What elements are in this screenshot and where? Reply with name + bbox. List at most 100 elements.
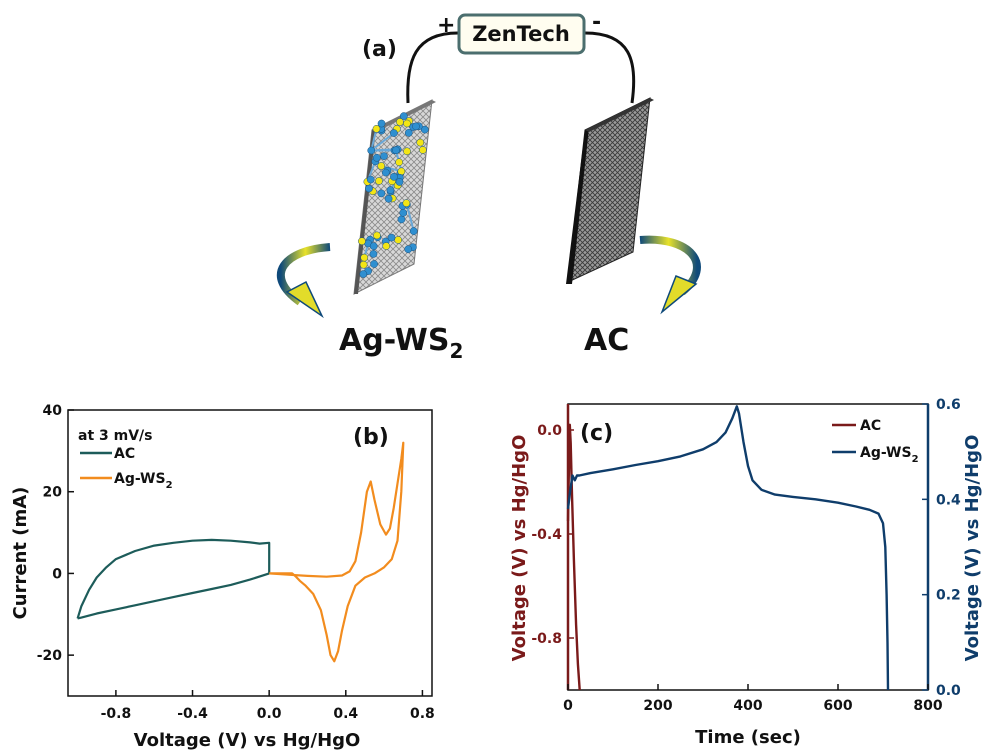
crystal-atom [359,260,368,269]
crystal-atom [384,194,393,203]
crystal-atom [397,215,406,224]
crystal-bond [405,204,415,232]
legend-c-ac-label: AC [860,418,881,434]
right-arrow-head [660,275,698,315]
negative-wire [584,31,636,104]
crystal-atom [390,172,398,181]
minus-sign: - [592,10,601,35]
panel-c-right-y-tick-label: 0.2 [936,588,961,604]
crystal-atom [402,199,411,207]
crystal-atom [404,129,413,137]
panel-c-ticks: 0 200 400 600 800 -0.8 -0.4 0.0 0.0 0.2 0.4 0.6 [531,397,961,714]
crystal-atom [395,158,403,167]
panel-a-schematic: (a) ZenTech + - Ag-WS2 AC [276,10,701,363]
panel-b-y-tick-label: -20 [37,648,63,664]
panel-b-y-tick-label: 20 [43,485,63,501]
panel-b-label: (b) [353,425,389,450]
plus-sign: + [437,13,455,38]
crystal-atom [403,119,411,128]
crystal-atom [359,270,368,278]
legend-agws2-label: Ag-WS2 [114,471,173,491]
panel-c-left-y-tick-label: 0.0 [537,423,562,439]
crystal-atom [380,152,388,160]
crystal-atom [412,122,420,131]
crystal-atom [377,189,386,198]
ac-electrode [566,97,654,284]
panel-c-right-y-axis-title: Voltage (V) vs Hg/HgO [962,435,983,662]
crystal-atom [416,138,425,147]
crystal-atom [372,153,381,162]
panel-b-series [76,441,405,663]
zentech-source-label: ZenTech [472,22,570,46]
crystal-atom [395,178,404,186]
ag-ws2-electrode [353,99,436,295]
legend-c-agws2-label: Ag-WS2 [860,445,919,465]
panel-b-x-tick-label: 0.8 [410,706,435,722]
panel-c-label: (c) [580,421,613,446]
crystal-atom [404,245,413,254]
panel-b-plot-frame [67,409,433,697]
zentech-source-box [457,13,586,55]
legend-ac-label: AC [114,446,135,462]
crystal-atom [403,147,411,156]
panel-b-x-tick-label: 0.4 [333,706,358,722]
panel-c-x-tick-label: 0 [563,698,573,714]
crystal-atom [360,253,369,262]
crystal-atom [394,236,402,244]
crystal-atom [396,118,404,126]
crystal-atom [386,186,395,194]
crystal-atom [397,167,406,176]
panel-b-annotation: at 3 mV/s [78,428,153,444]
panel-c-x-tick-label: 200 [643,698,672,714]
crystal-atom [420,125,429,134]
panel-c-left-y-tick-label: -0.8 [531,631,562,647]
panel-c-left-y-tick-label: -0.4 [531,527,562,543]
positive-wire [406,31,459,104]
panel-b-ticks: -0.8 -0.4 0.0 0.4 0.8 -20 0 20 40 [37,403,435,722]
crystal-atom [366,175,375,184]
crystal-atom [377,119,386,128]
panel-c-series-ac [566,423,581,691]
panel-c-right-y-tick-label: 0.6 [936,397,961,413]
panel-c-series [566,405,890,691]
crystal-atom [367,146,376,155]
crystal-atom [382,242,391,250]
panel-b-y-axis-title: Current (mA) [10,487,31,620]
panel-b-x-tick-label: -0.8 [101,706,132,722]
panel-b-y-tick-label: 0 [52,566,62,582]
panel-b-x-tick-label: 0.0 [257,706,282,722]
crystal-atom [375,177,383,185]
panel-c-x-tick-label: 400 [733,698,762,714]
crystal-atom [377,162,386,170]
crystal-atom [369,250,378,258]
panel-b-y-tick-label: 40 [43,403,63,419]
crystal-atom [392,146,400,155]
crystal-atom [399,112,408,120]
panel-b-x-axis-title: Voltage (V) vs Hg/HgO [134,730,361,751]
crystal-atom [372,125,381,133]
crystal-atom [387,233,396,242]
crystal-atom [365,184,373,193]
panel-c-series-ag-ws [566,405,890,691]
ac-label: AC [584,323,629,358]
ag-ws2-label: Ag-WS2 [339,323,463,363]
panel-c-x-axis-title: Time (sec) [695,727,801,748]
panel-a-label: (a) [362,37,397,62]
crystal-atom [373,231,381,240]
panel-c-x-tick-label: 800 [913,698,942,714]
panel-c-x-tick-label: 600 [823,698,852,714]
crystal-atom [390,129,398,137]
panel-b-series-ac [76,538,271,620]
ag-ws2-crystal-cluster [358,112,429,278]
crystal-atom [358,237,366,246]
crystal-atom [419,146,427,154]
crystal-atom [399,209,408,217]
panel-c-right-y-tick-label: 0.0 [936,683,961,699]
panel-c-right-y-tick-label: 0.4 [936,492,961,508]
left-arrow-head [285,280,324,319]
panel-b-x-tick-label: -0.4 [177,706,208,722]
crystal-bond [370,132,395,152]
crystal-atom [369,242,378,250]
panel-b-series-ag-ws [269,441,405,663]
